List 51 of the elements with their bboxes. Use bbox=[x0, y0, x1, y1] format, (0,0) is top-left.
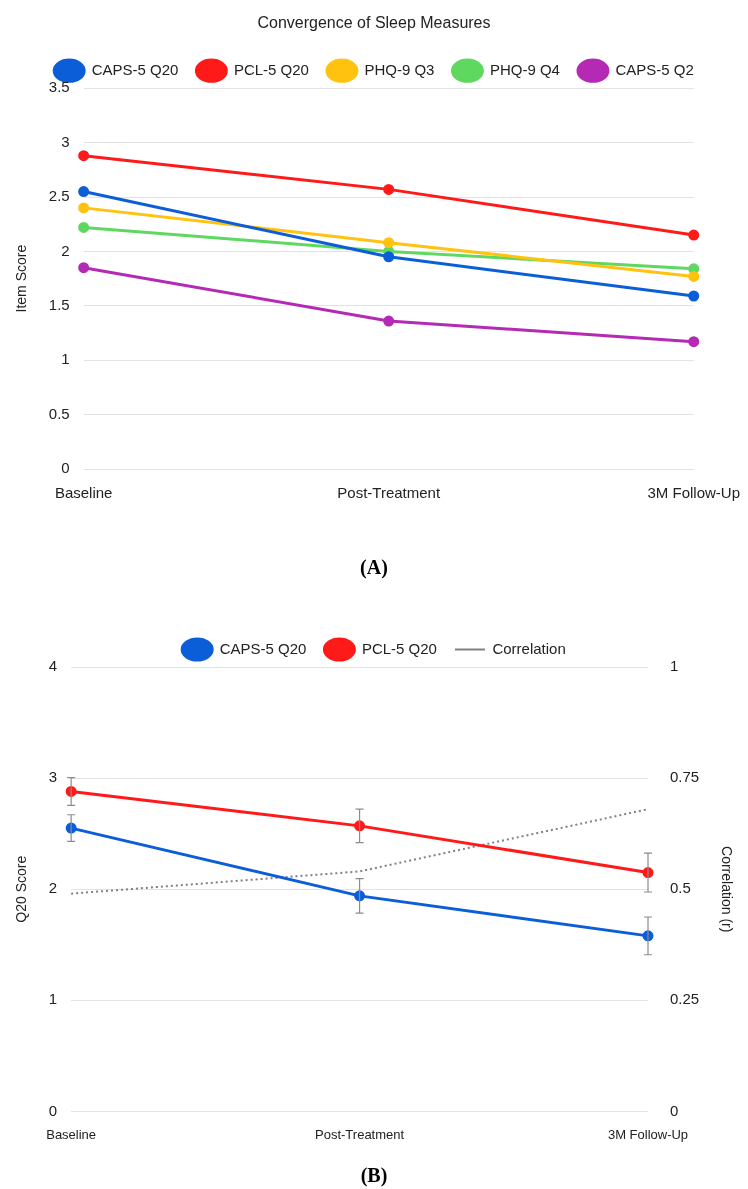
y2-tick-label: 0.75 bbox=[670, 768, 700, 786]
y-tick-label: 1 bbox=[61, 350, 70, 368]
x-tick-label: Baseline bbox=[54, 484, 113, 502]
point bbox=[383, 315, 395, 327]
y-tick-label: 4 bbox=[48, 657, 58, 675]
y-axis-title: Q20 Score bbox=[13, 855, 30, 923]
y-tick-label: 2 bbox=[48, 879, 58, 897]
x-tick-label: Post-Treatment bbox=[315, 1126, 405, 1142]
text: (A) bbox=[359, 555, 389, 581]
point bbox=[78, 186, 90, 198]
y-tick-label: 0 bbox=[48, 1101, 58, 1119]
y-tick-label: 1 bbox=[48, 990, 58, 1008]
y-tick-label: 0.5 bbox=[48, 404, 70, 422]
x-tick-label: Post-Treatment bbox=[337, 484, 441, 502]
legend-label: PCL-5 Q20 bbox=[361, 639, 437, 657]
point bbox=[383, 251, 395, 263]
point bbox=[383, 183, 395, 195]
y2-tick-label: 0.5 bbox=[670, 879, 691, 897]
y-tick-label: 3.5 bbox=[48, 78, 70, 96]
legend-label: PHQ-9 Q4 bbox=[489, 60, 560, 78]
point bbox=[688, 229, 700, 241]
point bbox=[78, 262, 90, 274]
point bbox=[688, 336, 700, 348]
legend-label: CAPS-5 Q2 bbox=[615, 60, 694, 78]
point bbox=[78, 202, 90, 214]
y2-axis-title: Correlation (r) bbox=[718, 846, 735, 933]
y-tick-label: 2.5 bbox=[48, 187, 70, 205]
y2-tick-label: 0.25 bbox=[670, 990, 700, 1008]
legend-label: PCL-5 Q20 bbox=[233, 60, 309, 78]
legend-label: Correlation bbox=[492, 639, 566, 657]
y-tick-label: 0 bbox=[61, 459, 70, 477]
legend-label: CAPS-5 Q20 bbox=[91, 60, 179, 78]
text: (B) bbox=[359, 1163, 389, 1189]
y-tick-label: 3 bbox=[48, 768, 58, 786]
y-tick-label: 1.5 bbox=[48, 295, 70, 313]
legend-label: PHQ-9 Q3 bbox=[364, 60, 435, 78]
point bbox=[688, 290, 700, 302]
y-tick-label: 2 bbox=[61, 241, 70, 259]
y-axis-title: Item Score bbox=[13, 244, 30, 313]
x-tick-label: 3M Follow-Up bbox=[607, 1126, 689, 1142]
point bbox=[78, 150, 90, 162]
y2-tick-label: 0 bbox=[670, 1101, 679, 1119]
y-tick-label: 3 bbox=[61, 132, 70, 150]
point bbox=[688, 270, 700, 282]
point bbox=[78, 221, 90, 233]
x-tick-label: 3M Follow-Up bbox=[647, 484, 741, 502]
chart-title: Convergence of Sleep Measures bbox=[257, 14, 491, 32]
x-tick-label: Baseline bbox=[46, 1126, 97, 1142]
point bbox=[383, 237, 395, 249]
legend-label: CAPS-5 Q20 bbox=[219, 639, 307, 657]
y2-tick-label: 1 bbox=[670, 657, 679, 675]
